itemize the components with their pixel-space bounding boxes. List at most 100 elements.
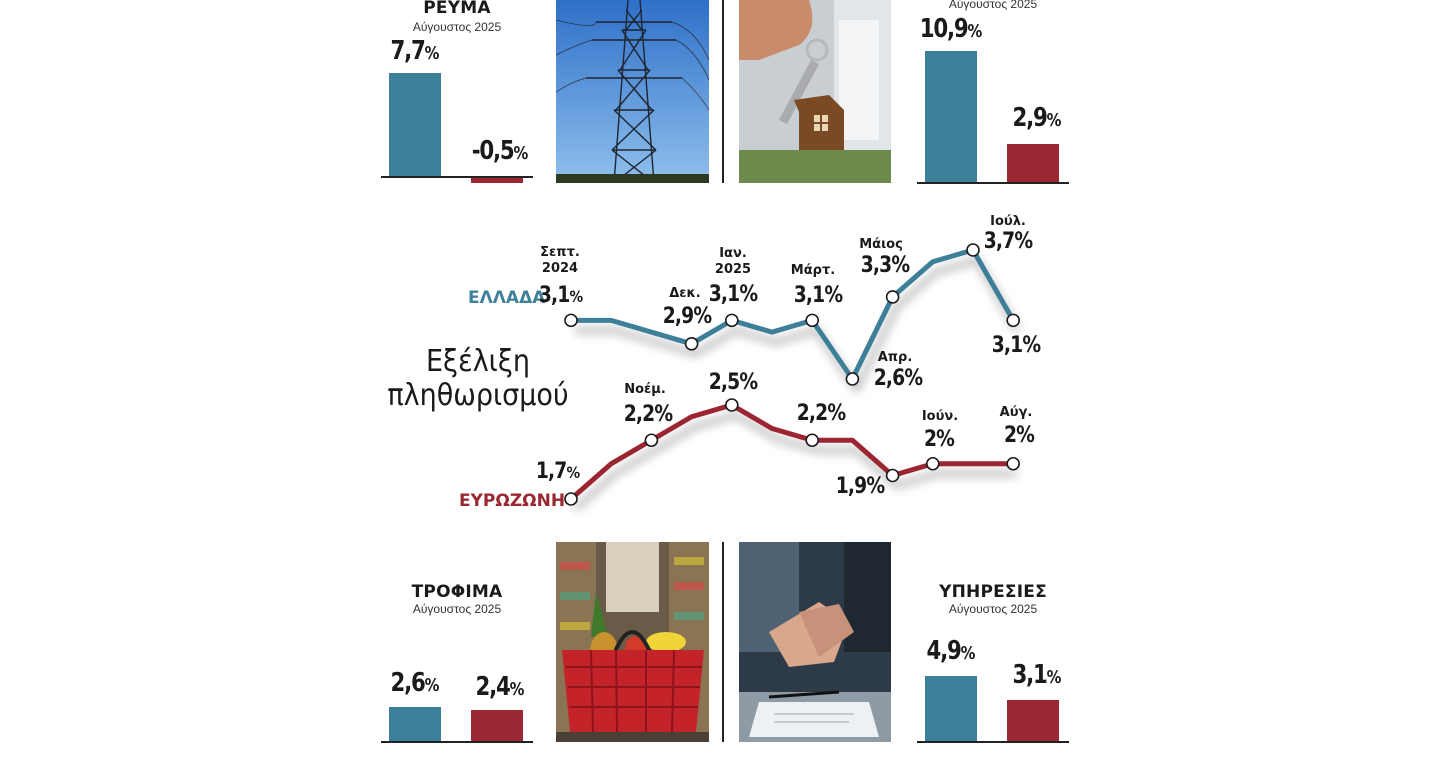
eurozone-label-nov-name: Νοέμ.	[624, 382, 666, 397]
value-label-energy-greece: 10,9%	[906, 14, 996, 44]
chart-title-line2: πληθωρισμού	[387, 378, 569, 413]
bar-reuma-greece	[389, 73, 441, 176]
baseline-reuma	[381, 176, 533, 178]
percent-sign: %	[960, 643, 976, 664]
value-text: 2,6	[390, 668, 426, 698]
percent-sign: %	[509, 679, 525, 700]
percent-sign: %	[424, 43, 440, 64]
eurozone-point-4	[724, 398, 739, 412]
value-text: 3,1	[991, 333, 1023, 358]
greece-point-3	[684, 337, 699, 351]
value-text: 3,7	[983, 229, 1015, 254]
greece-point-0	[564, 313, 578, 328]
percent-sign: %	[1022, 333, 1041, 358]
bar-reuma-eurozone	[471, 177, 523, 183]
greece-label-dec-name: Δεκ.	[669, 286, 701, 301]
greece-label-jul-name: Ιούλ.	[990, 214, 1026, 229]
label-month: Ιαν.	[719, 246, 747, 261]
value-text: 3,1	[793, 283, 825, 308]
percent-sign: %	[1016, 423, 1035, 448]
power-lines-photo	[556, 0, 709, 183]
percent-sign: %	[566, 463, 581, 482]
value-label-trofima-eurozone: 2,4%	[455, 672, 545, 702]
value-text: 3,1	[1012, 660, 1048, 690]
value-text: 1,7	[535, 459, 567, 484]
greece-label-aug-value: 3,1%	[974, 333, 1059, 358]
chart-title-line1: Εξέλιξη	[425, 344, 530, 379]
panel-title-trofima: ΤΡΟΦΙΜΑ	[411, 582, 503, 602]
chart-title: Εξέλιξη πληθωρισμού	[361, 345, 595, 413]
percent-sign: %	[1046, 110, 1062, 131]
percent-sign: %	[424, 675, 440, 696]
series-label-eurozone: ΕΥΡΩΖΩΝΗ	[459, 491, 566, 511]
value-text: 3,1	[538, 283, 570, 308]
bar-trofima-greece	[389, 707, 441, 742]
value-text: 2,9	[662, 304, 694, 329]
percent-sign: %	[1014, 229, 1033, 254]
divider-top	[722, 0, 724, 183]
percent-sign: %	[569, 287, 584, 306]
value-label-energy-eurozone: 2,9%	[992, 103, 1082, 133]
series-label-greece: ΕΛΛΑΔΑ	[468, 288, 546, 308]
panel-title-reuma: ΡΕΥΜΑ	[423, 0, 491, 18]
bar-ypiresies-eurozone	[1007, 700, 1059, 742]
baseline-ypiresies	[917, 741, 1069, 743]
value-label-trofima-greece: 2,6%	[370, 668, 460, 698]
eurozone-point-2	[644, 433, 659, 448]
value-text: 7,7	[390, 36, 426, 66]
value-text: 4,9	[926, 636, 962, 666]
baseline-energy	[917, 182, 1069, 184]
percent-sign: %	[739, 282, 758, 307]
greece-label-apr-name: Απρ.	[877, 350, 913, 365]
baseline-trofima	[381, 741, 533, 743]
house-keys-photo	[739, 0, 891, 183]
percent-sign: %	[1046, 667, 1062, 688]
eurozone-label-aug-name: Αύγ.	[999, 405, 1033, 420]
house-keys-image	[739, 0, 891, 183]
greece-label-may-name: Μάιος	[859, 237, 903, 252]
label-month: Σεπτ.	[540, 245, 580, 260]
eurozone-point-0	[564, 492, 578, 506]
eurozone-point-11	[1006, 456, 1021, 471]
bar-energy-greece	[925, 51, 977, 182]
greece-label-jan-value: 3,1%	[691, 282, 776, 307]
handshake-image	[739, 542, 891, 742]
value-label-ypiresies-greece: 4,9%	[906, 636, 996, 666]
power-lines-image	[556, 0, 709, 183]
label-year: 2024	[541, 261, 579, 276]
panel-subtitle-ypiresies: Αύγουστος 2025	[948, 602, 1038, 616]
divider-bottom	[722, 542, 724, 742]
bar-ypiresies-greece	[925, 676, 977, 742]
greece-label-jan-name: Ιαν. 2025	[688, 246, 778, 278]
panel-subtitle-energy-right: Αύγουστος 2025	[948, 0, 1038, 11]
value-text: 2	[1003, 423, 1017, 448]
value-text: 2,5	[708, 370, 740, 395]
greece-label-apr-value: 2,6%	[856, 366, 941, 391]
eurozone-point-9	[925, 456, 940, 471]
greece-label-mar-name: Μάρτ.	[790, 263, 836, 278]
value-text: 1,9	[835, 474, 867, 499]
percent-sign: %	[739, 370, 758, 395]
label-year: 2025	[714, 262, 752, 277]
eurozone-label-aug-value: 2%	[977, 423, 1062, 448]
value-text: 3,1	[708, 282, 740, 307]
eurozone-label-sep-value: 1,7%	[516, 459, 601, 484]
grocery-basket-photo	[556, 542, 709, 742]
eurozone-label-jun-value: 2%	[897, 427, 982, 452]
panel-title-ypiresies: ΥΠΗΡΕΣΙΕΣ	[939, 582, 1047, 602]
grocery-basket-image	[556, 542, 709, 742]
greece-label-sep-value: 3,1%	[519, 283, 604, 308]
percent-sign: %	[904, 366, 923, 391]
percent-sign: %	[866, 474, 885, 499]
greece-label-dec-value: 2,9%	[645, 304, 730, 329]
percent-sign: %	[513, 143, 529, 164]
eurozone-point-6	[805, 433, 820, 448]
percent-sign: %	[824, 283, 843, 308]
percent-sign: %	[693, 304, 712, 329]
bar-energy-eurozone	[1007, 144, 1059, 182]
value-label-reuma-greece: 7,7%	[370, 36, 460, 66]
value-label-ypiresies-eurozone: 3,1%	[992, 660, 1082, 690]
percent-sign: %	[936, 427, 955, 452]
greece-point-8	[885, 290, 900, 304]
eurozone-label-mar-value: 2,2%	[779, 401, 864, 426]
